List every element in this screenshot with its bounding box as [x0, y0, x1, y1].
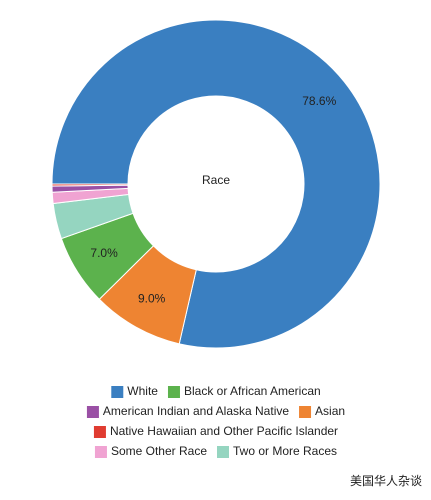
legend-swatch — [217, 446, 229, 458]
chart-title: Race — [202, 173, 230, 187]
legend-swatch — [94, 446, 107, 458]
value-label: 9.0% — [138, 291, 166, 305]
slice — [51, 19, 381, 349]
watermark: 美国华人杂谈 — [350, 474, 422, 488]
legend-label: Native Hawaiian and Other Pacific Island… — [110, 424, 338, 438]
value-label: 7.0% — [90, 246, 118, 260]
legend-label: Some Other Race — [111, 444, 207, 458]
legend-swatch — [167, 386, 180, 398]
legend-label: Asian — [315, 404, 345, 418]
legend-label: American Indian and Alaska Native — [103, 404, 289, 418]
value-label: 78.6% — [302, 94, 336, 108]
legend-label: Black or African American — [184, 384, 321, 398]
legend-label: White — [127, 384, 158, 398]
legend-label: Two or More Races — [233, 444, 337, 458]
slice — [51, 183, 129, 187]
legend-swatch — [93, 426, 106, 438]
legend-swatch — [111, 386, 124, 398]
legend-swatch — [86, 406, 99, 418]
legend-swatch — [299, 406, 312, 418]
